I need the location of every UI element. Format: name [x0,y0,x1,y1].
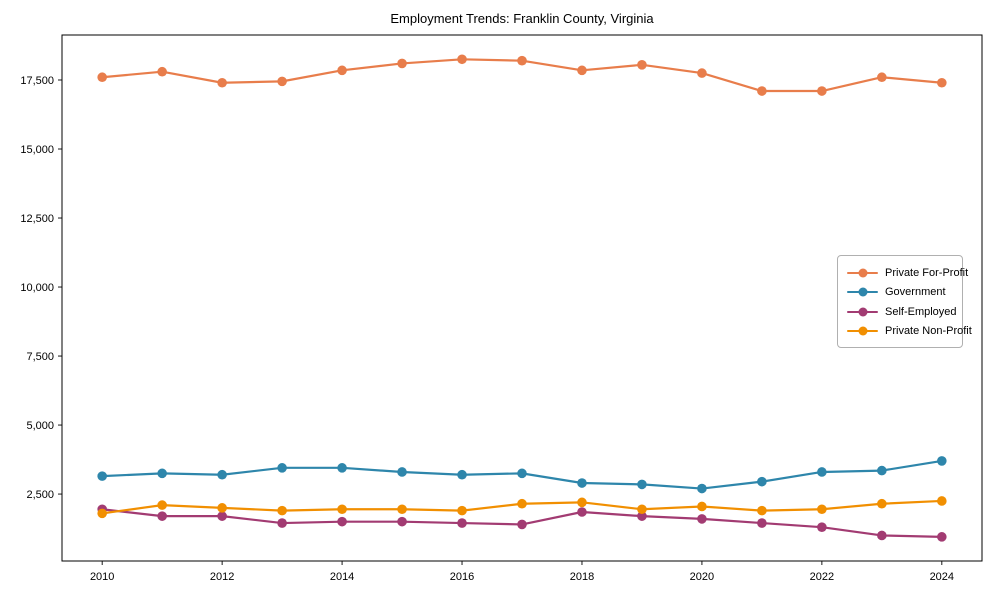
data-point-private-for-profit [817,86,827,96]
data-point-private-for-profit [517,55,527,66]
data-point-government [397,467,407,477]
data-point-government [97,471,107,481]
data-point-private-non-profit [877,498,887,509]
data-point-private-for-profit [637,60,647,70]
data-point-government [877,465,887,476]
data-point-private-for-profit [157,66,167,77]
data-point-private-for-profit [877,72,887,83]
x-tick-label: 2022 [810,571,834,583]
legend-marker-government [847,287,878,297]
data-point-government [157,468,167,479]
y-tick-label: 15,000 [20,144,54,156]
axes-spines [61,34,983,562]
data-point-self-employed [337,516,347,527]
data-point-self-employed [937,532,947,542]
data-point-self-employed [637,511,647,521]
data-point-private-non-profit [337,504,347,515]
data-point-private-non-profit [97,508,107,519]
data-point-self-employed [697,514,707,524]
data-point-self-employed [577,507,587,517]
data-point-government [337,463,347,473]
data-point-private-for-profit [277,76,287,87]
data-point-private-for-profit [757,86,767,96]
data-point-private-for-profit [457,54,467,65]
y-tick-label: 12,500 [20,213,54,225]
x-tick-label: 2010 [90,571,114,583]
data-point-government [637,479,647,490]
data-point-government [817,467,827,477]
data-point-private-non-profit [517,498,527,509]
legend-label-private-for-profit: Private For-Profit [885,266,969,279]
data-point-private-for-profit [217,77,227,88]
data-point-private-non-profit [217,503,227,513]
data-point-private-non-profit [757,505,767,516]
data-point-self-employed [397,516,407,527]
data-point-private-non-profit [697,501,707,512]
data-point-private-for-profit [337,65,347,76]
legend: Private For-Profit Government Self-Employe… [837,255,972,348]
data-point-government [577,478,587,488]
x-tick-label: 2014 [330,571,354,583]
data-point-private-for-profit [97,72,107,83]
legend-label-self-employed: Self-Employed [885,305,957,318]
data-point-self-employed [457,518,467,528]
y-tick-label: 7,500 [26,351,54,363]
data-point-self-employed [157,511,167,521]
legend-item-self-employed: Self-Employed [847,302,957,322]
data-point-government [517,468,527,479]
x-tick-label: 2018 [570,571,594,583]
y-tick-label: 5,000 [26,420,54,432]
legend-marker-private-for-profit [847,268,878,278]
data-point-private-for-profit [937,77,947,88]
data-point-private-non-profit [577,497,587,508]
data-point-self-employed [877,530,887,541]
chart-title: Employment Trends: Franklin County, Virg… [390,11,654,26]
data-point-government [277,463,287,473]
data-point-private-non-profit [817,504,827,515]
data-point-government [217,469,227,480]
data-point-private-for-profit [577,65,587,76]
data-point-self-employed [517,519,527,530]
data-point-self-employed [277,518,287,528]
legend-label-government: Government [885,286,946,299]
data-point-government [937,456,947,466]
y-tick-label: 17,500 [20,75,54,87]
data-point-private-non-profit [277,505,287,516]
x-tick-label: 2024 [930,571,954,583]
x-tick-label: 2020 [690,571,714,583]
data-point-private-non-profit [457,505,467,516]
data-point-private-non-profit [157,500,167,510]
legend-marker-self-employed [847,307,878,317]
data-point-government [697,483,707,494]
data-point-self-employed [217,511,227,521]
data-point-self-employed [757,518,767,528]
data-point-government [757,476,767,487]
data-point-private-non-profit [637,504,647,515]
data-point-private-for-profit [697,68,707,78]
legend-item-government: Government [847,283,953,303]
x-tick-label: 2012 [210,571,234,583]
y-tick-label: 2,500 [26,489,54,501]
legend-label-private-non-profit: Private Non-Profit [885,325,972,338]
data-point-private-non-profit [937,496,947,506]
data-point-private-for-profit [397,58,407,69]
x-tick-label: 2016 [450,571,474,583]
data-point-private-non-profit [397,504,407,515]
y-tick-label: 10,000 [20,282,54,294]
legend-item-private-non-profit: Private Non-Profit [847,322,972,342]
data-point-self-employed [817,522,827,532]
legend-item-private-for-profit: Private For-Profit [847,263,968,283]
data-point-government [457,469,467,480]
legend-marker-private-non-profit [847,326,878,336]
